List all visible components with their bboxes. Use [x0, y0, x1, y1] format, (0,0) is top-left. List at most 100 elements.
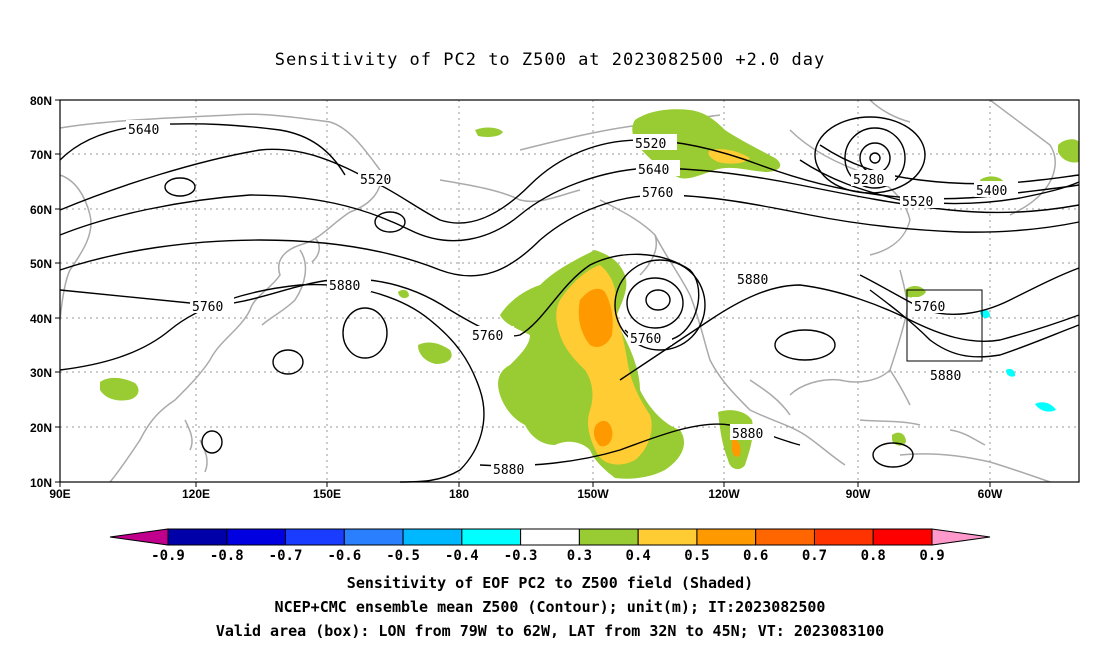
contour-5760-atl	[859, 267, 1080, 315]
map-title: Sensitivity of PC2 to Z500 at 2023082500…	[274, 50, 826, 70]
shade-orange-south	[593, 420, 613, 447]
contour-closed-low-7	[872, 442, 914, 468]
lon-label: 120W	[708, 487, 740, 501]
contour-5880-epac	[619, 284, 1080, 381]
contour-label: 5520	[360, 173, 391, 188]
contour-closed-high-1	[342, 307, 388, 359]
contour-label: 5640	[128, 123, 159, 138]
colorbar-segment	[285, 528, 345, 546]
shade-cyan-atl2	[1006, 368, 1016, 377]
contour-label: 5880	[732, 427, 763, 442]
caption-shaded: Sensitivity of EOF PC2 to Z500 field (Sh…	[346, 574, 754, 592]
colorbar-segment	[520, 528, 580, 546]
contour-closed-high-2	[272, 349, 304, 375]
shade-cyan-atl3	[1035, 402, 1056, 412]
colorbar-segment	[755, 528, 815, 546]
shade-green-atl	[905, 286, 926, 298]
colorbar-tick-label: 0.8	[861, 548, 886, 564]
latitude-labels: 80N 70N 60N 50N 40N 30N 20N 10N	[30, 94, 52, 490]
shade-orange-main	[578, 288, 613, 347]
lat-label: 30N	[30, 366, 52, 380]
colorbar-tick-label: -0.9	[151, 548, 185, 564]
contour-label: 5880	[737, 273, 768, 288]
colorbar-segment	[872, 528, 933, 546]
contour-label: 5760	[914, 300, 945, 315]
colorbar-right-cap	[931, 528, 991, 546]
map-frame	[59, 99, 1080, 483]
shade-green-arctic2	[475, 127, 503, 137]
contour-label: 5760	[642, 186, 673, 201]
colorbar-segment	[813, 528, 874, 546]
lon-label: 150W	[577, 487, 609, 501]
colorbar-tick-label: 0.6	[743, 548, 768, 564]
contour-label: 5520	[902, 195, 933, 210]
contour-label: 5880	[329, 279, 360, 294]
contour-5880-pac	[59, 283, 485, 483]
lat-label: 40N	[30, 312, 52, 326]
contour-label: 5400	[976, 184, 1007, 199]
contour-label: 5640	[638, 163, 669, 178]
colorbar-tick-label: 0.3	[567, 548, 592, 564]
shade-green-carib	[892, 432, 906, 446]
colorbar-segment	[167, 528, 228, 546]
contour-label: 5880	[930, 369, 961, 384]
coastlines	[59, 99, 1056, 483]
colorbar: -0.9 -0.8 -0.7 -0.6 -0.5 -0.4 -0.3 0.3 0.4 0.5 0.6…	[109, 528, 991, 564]
contour-closed-high-6	[201, 430, 223, 454]
contour-label: 5760	[192, 300, 223, 315]
contour-closed-low-arctic-3	[814, 116, 926, 194]
shade-green-greenland	[1058, 139, 1079, 163]
contour-closed-low-pac-2	[626, 277, 684, 329]
contour-closed-low-pac-1	[645, 289, 671, 311]
lon-label: 150E	[313, 487, 341, 501]
contour-closed-low-arctic-4	[869, 152, 881, 164]
shade-yellow-arctic	[708, 149, 750, 164]
colorbar-segments	[167, 528, 933, 546]
colorbar-tick-label: 0.7	[802, 548, 827, 564]
caption-contour: NCEP+CMC ensemble mean Z500 (Contour); u…	[274, 598, 826, 616]
contour-closed-low-arctic-2	[844, 127, 906, 189]
lon-label: 60W	[978, 487, 1003, 501]
colorbar-tick-label: -0.5	[386, 548, 420, 564]
shade-green-wpac	[100, 377, 139, 401]
colorbar-segment	[696, 528, 757, 546]
shade-green-npac	[418, 342, 452, 364]
contour-closed-low-5	[374, 211, 406, 233]
colorbar-tick-label: 0.9	[919, 548, 944, 564]
colorbar-segment	[578, 528, 639, 546]
colorbar-tick-label: 0.4	[626, 548, 651, 564]
contour-closed-low-4	[164, 177, 196, 197]
contour-5760-mid	[59, 194, 1080, 277]
shaded-sensitivity	[100, 109, 1079, 479]
lon-label: 90E	[49, 487, 70, 501]
colorbar-segment	[226, 528, 287, 546]
lon-label: 90W	[846, 487, 871, 501]
colorbar-tick-labels: -0.9 -0.8 -0.7 -0.6 -0.5 -0.4 -0.3 0.3 0.4 0.5 0.6…	[151, 548, 945, 564]
colorbar-tick-label: -0.7	[269, 548, 303, 564]
colorbar-tick-label: -0.6	[327, 548, 361, 564]
contour-closed-high-3	[774, 329, 836, 361]
lon-label: 180	[449, 487, 469, 501]
colorbar-tick-label: 0.5	[684, 548, 709, 564]
caption-valid-area: Valid area (box): LON from 79W to 62W, L…	[215, 622, 885, 640]
colorbar-segment	[402, 528, 463, 546]
contour-label: 5760	[630, 332, 661, 347]
colorbar-left-cap	[109, 528, 169, 546]
longitude-labels: 90E 120E 150E 180 150W 120W 90W 60W	[49, 487, 1003, 501]
contour-label: 5880	[493, 463, 524, 478]
contour-5880-atl	[869, 289, 1080, 358]
lat-label: 80N	[30, 94, 52, 108]
lat-label: 50N	[30, 257, 52, 271]
lat-label: 20N	[30, 421, 52, 435]
contour-label: 5520	[635, 137, 666, 152]
colorbar-segment	[343, 528, 404, 546]
colorbar-tick-label: -0.4	[445, 548, 479, 564]
colorbar-segment	[637, 528, 698, 546]
colorbar-segment	[461, 528, 522, 546]
contour-label: 5760	[472, 329, 503, 344]
colorbar-tick-label: -0.3	[504, 548, 538, 564]
contour-label: 5280	[853, 173, 884, 188]
lat-label: 60N	[30, 203, 52, 217]
shade-orange-epac	[731, 439, 741, 457]
